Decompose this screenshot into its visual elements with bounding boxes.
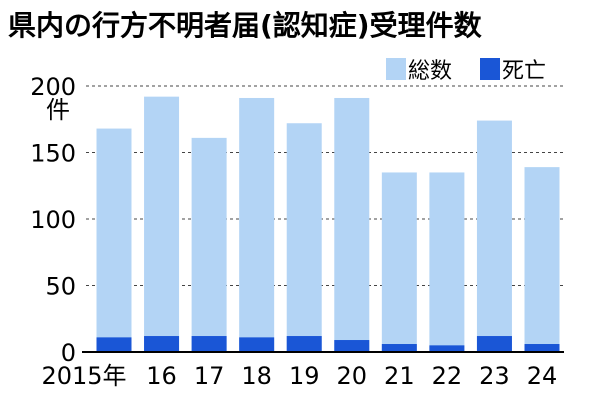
bar-total [476,120,512,352]
legend-label-death: 死亡 [502,59,546,84]
x-tick-label: 24 [527,362,558,390]
x-tick-label: 2015年 [41,362,126,390]
x-tick-label: 22 [432,362,463,390]
x-tick-label: 23 [479,362,510,390]
bars [96,96,560,353]
legend-swatch-death [480,58,500,80]
bar-total [429,172,465,352]
y-tick-label: 200 [30,73,76,101]
bar-death [144,336,180,352]
legend: 総数 死亡 [386,58,546,84]
y-unit-label: 件 [46,96,70,124]
bar-total [239,97,275,352]
bar-total [524,167,560,352]
bar-death [191,336,227,352]
legend-label-total: 総数 [408,59,452,84]
bar-death [524,344,560,352]
x-tick-label: 18 [241,362,272,390]
bar-total [286,123,322,353]
bar-total [381,172,417,352]
x-tick-label: 21 [384,362,415,390]
x-tick-label: 19 [289,362,320,390]
bar-death [381,344,417,352]
bar-total [144,96,180,352]
y-tick-label: 50 [45,273,76,301]
bar-death [476,336,512,352]
x-tick-label: 17 [194,362,225,390]
chart-title: 県内の行方不明者届(認知症)受理件数 [8,9,482,42]
y-tick-label: 100 [30,206,76,234]
x-tick-label: 16 [146,362,177,390]
bar-death [239,337,275,352]
bar-death [96,337,132,352]
bar-death [429,345,465,352]
bar-total [96,128,132,352]
bar-death [334,340,370,352]
y-tick-label: 0 [61,339,76,367]
x-tick-label: 20 [337,362,368,390]
legend-swatch-total [386,58,406,80]
bar-death [286,336,322,352]
bar-total [334,97,370,352]
bar-total [191,137,227,352]
y-tick-label: 150 [30,140,76,168]
